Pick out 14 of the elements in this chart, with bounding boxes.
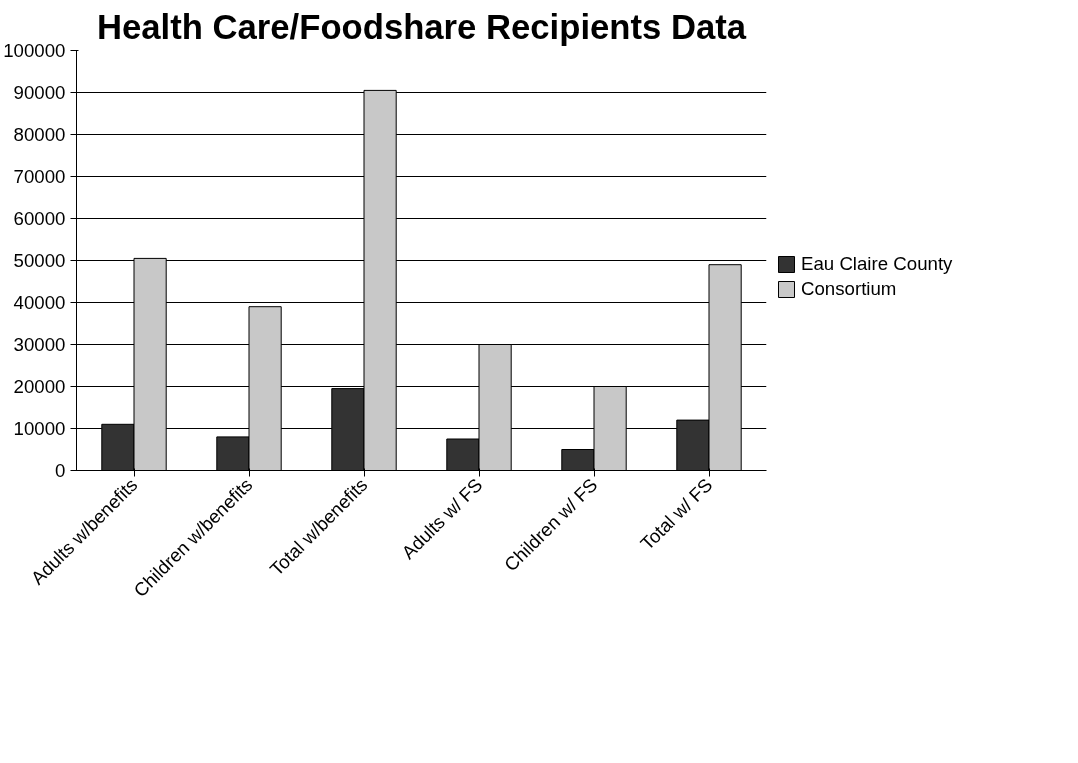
- y-tick-label: 20000: [13, 376, 66, 397]
- y-tick-label: 50000: [13, 250, 66, 271]
- y-tick-label: 80000: [13, 124, 66, 145]
- y-tick-label: 40000: [13, 292, 66, 313]
- legend-label: Eau Claire County: [801, 253, 953, 275]
- y-tick-label: 10000: [13, 418, 66, 439]
- y-tick-label: 30000: [13, 334, 66, 355]
- chart-title: Health Care/Foodshare Recipients Data: [96, 7, 747, 46]
- legend-label: Consortium: [801, 278, 897, 300]
- y-tick-label: 100000: [3, 40, 66, 61]
- y-tick-label: 70000: [13, 166, 66, 187]
- y-tick-label: 0: [55, 460, 66, 481]
- y-tick-label: 60000: [13, 208, 66, 229]
- y-tick-label: 90000: [13, 82, 66, 103]
